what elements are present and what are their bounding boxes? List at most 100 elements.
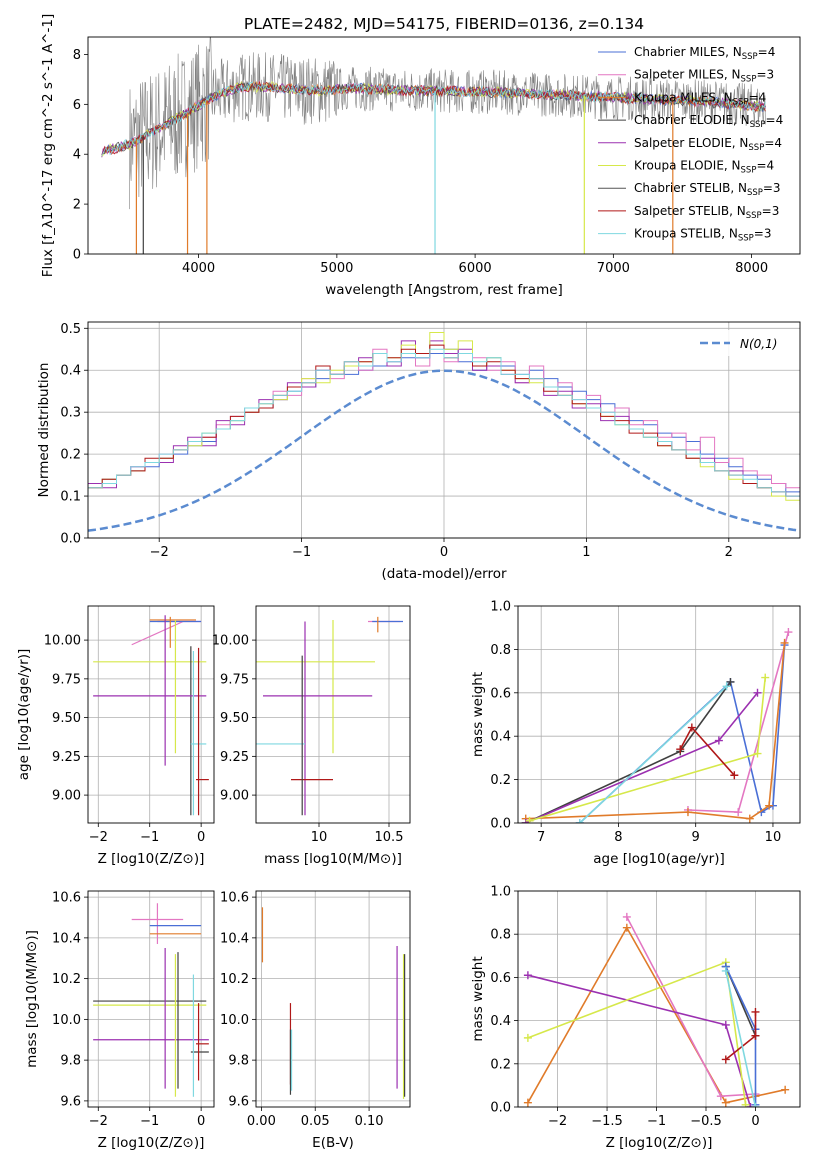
legend-label: N(0,1) <box>740 337 777 351</box>
y-tick-label: 10.2 <box>220 972 249 987</box>
plot-frame <box>87 890 215 1108</box>
panel-mass-vs-ebv: 0.00 0.05 0.10 9.6 9.8 10.0 10.2 10.4 10.6 E(B-V) <box>220 890 411 1151</box>
x-tick-label: 4000 <box>182 261 215 276</box>
y-tick-label: 0.4 <box>60 364 81 379</box>
y-tick-label: 0.4 <box>490 730 511 745</box>
y-tick-label: 10.2 <box>52 972 81 987</box>
legend: N(0,1) <box>692 330 794 356</box>
histogram-step-line <box>88 348 800 501</box>
weight-point-marker <box>745 814 754 823</box>
weight-point-marker <box>683 808 692 817</box>
histogram-step-line <box>88 332 800 505</box>
plot-area <box>521 628 793 823</box>
weight-point-marker <box>726 677 735 686</box>
panel-mass-vs-Z: −2 −1 0 9.6 9.8 10.0 10.2 10.4 10.6 Z [log10(Z/Z⊙… <box>24 890 215 1151</box>
y-tick-label: 1.0 <box>490 600 511 615</box>
y-tick-label: 0.2 <box>490 1057 511 1072</box>
y-tick-label: 9.50 <box>52 711 81 726</box>
x-tick-label: 10 <box>311 830 328 845</box>
y-tick-label: 0 <box>73 248 81 263</box>
ticks: −2 −1 0 9.00 9.25 9.50 9.75 10.00 <box>44 634 206 845</box>
y-tick-label: 9.75 <box>52 672 81 687</box>
weight-point-marker <box>751 1103 760 1107</box>
weight-series-line <box>525 692 759 823</box>
x-tick-label: 10 <box>765 830 782 845</box>
figure-title: PLATE=2482, MJD=54175, FIBERID=0136, z=0… <box>244 15 644 33</box>
x-tick-label: −2 <box>89 830 108 845</box>
weight-point-marker <box>523 1098 532 1107</box>
panel-weight-vs-Z: −2 −1.5 −1 −0.5 0 0.0 0.2 0.4 0.6 0.8 1.0 Z [log10(… <box>470 885 801 1151</box>
legend-box <box>692 330 794 356</box>
weight-point-marker <box>751 1007 760 1016</box>
y-tick-label: 9.50 <box>220 711 249 726</box>
y-tick-label: 10.0 <box>220 1013 249 1028</box>
y-tick-label: 9.8 <box>228 1054 249 1069</box>
plot-area <box>101 37 766 254</box>
panel-weight-vs-age: 7 8 9 10 0.0 0.2 0.4 0.6 0.8 1.0 age [log10(age/yr… <box>470 600 801 867</box>
y-tick-label: 9.00 <box>52 789 81 804</box>
x-tick-label: −0.5 <box>690 1114 722 1129</box>
x-tick-label: 2 <box>725 545 733 560</box>
histogram-step-line <box>88 344 800 493</box>
y-tick-label: 0.0 <box>60 532 81 547</box>
x-tick-label: 0 <box>197 830 205 845</box>
x-axis-label: Z [log10(Z/Z⊙)] <box>606 1135 713 1151</box>
weight-series-line <box>525 681 732 823</box>
weight-point-marker <box>622 912 631 921</box>
y-tick-label: 1.0 <box>490 885 511 900</box>
x-tick-label: 8 <box>614 830 622 845</box>
x-tick-label: −1 <box>140 1114 159 1129</box>
x-tick-label: 10.5 <box>375 830 404 845</box>
plot-area <box>93 903 209 1097</box>
x-tick-label: 0 <box>751 1114 759 1129</box>
y-tick-label: 10.4 <box>220 931 249 946</box>
y-tick-label: 2 <box>73 198 81 213</box>
x-axis-label: (data-model)/error <box>381 566 507 582</box>
panel-age-vs-Z: −2 −1 0 9.00 9.25 9.50 9.75 10.00 Z [log10(Z/Z⊙)… <box>16 605 215 867</box>
x-tick-label: −2 <box>89 1114 108 1129</box>
y-tick-label: 0.8 <box>490 928 511 943</box>
plot-frame <box>255 890 411 1108</box>
x-tick-label: 0.00 <box>247 1114 276 1129</box>
weight-point-marker <box>780 638 789 647</box>
x-axis-label: Z [log10(Z/Z⊙)] <box>98 851 205 867</box>
x-axis-label: E(B-V) <box>312 1135 354 1151</box>
legend-label: Chabrier STELIB, NSSP=3 <box>634 181 781 198</box>
plot-area <box>261 907 406 1099</box>
x-axis-label: mass [log10(M/M⊙)] <box>264 851 402 867</box>
legend-label: Kroupa ELODIE, NSSP=4 <box>634 159 774 176</box>
weight-point-marker <box>734 808 743 817</box>
x-tick-label: 7 <box>537 830 545 845</box>
grid-lines <box>88 891 214 1107</box>
y-axis-label: age [log10(age/yr)] <box>16 649 32 781</box>
legend-label: Kroupa MILES, NSSP=4 <box>634 90 766 107</box>
grid-lines <box>518 890 800 1108</box>
plot-frame <box>517 605 801 824</box>
x-tick-label: −2 <box>150 545 169 560</box>
x-tick-label: 0 <box>197 1114 205 1129</box>
y-tick-label: 0.3 <box>60 406 81 421</box>
y-tick-label: 10.4 <box>52 931 81 946</box>
legend-label: Salpeter STELIB, NSSP=3 <box>634 204 779 221</box>
normal-curve-line <box>88 369 800 532</box>
y-axis-label: mass weight <box>470 956 486 1041</box>
y-tick-label: 9.75 <box>220 672 249 687</box>
x-axis-label: age [log10(age/yr)] <box>593 851 725 867</box>
y-tick-label: 10.00 <box>44 634 81 649</box>
weight-point-marker <box>730 771 739 780</box>
weight-point-marker <box>784 628 793 637</box>
y-axis-label: Flux [f_λ10^-17 erg cm^-2 s^-1 A^-1] <box>40 14 56 277</box>
y-axis-label: mass [log10(M/M⊙)] <box>24 930 40 1068</box>
model-spectrum-line <box>101 81 766 156</box>
x-tick-label: −1 <box>292 545 311 560</box>
weight-point-marker <box>753 688 762 697</box>
plot-area <box>523 912 790 1107</box>
x-tick-label: −1 <box>140 830 159 845</box>
weight-point-marker <box>714 736 723 745</box>
y-tick-label: 0.0 <box>490 1101 511 1116</box>
weight-point-marker <box>721 1020 730 1029</box>
plot-frame <box>517 890 801 1108</box>
x-tick-label: 6000 <box>459 261 492 276</box>
weight-series-line <box>529 677 766 822</box>
